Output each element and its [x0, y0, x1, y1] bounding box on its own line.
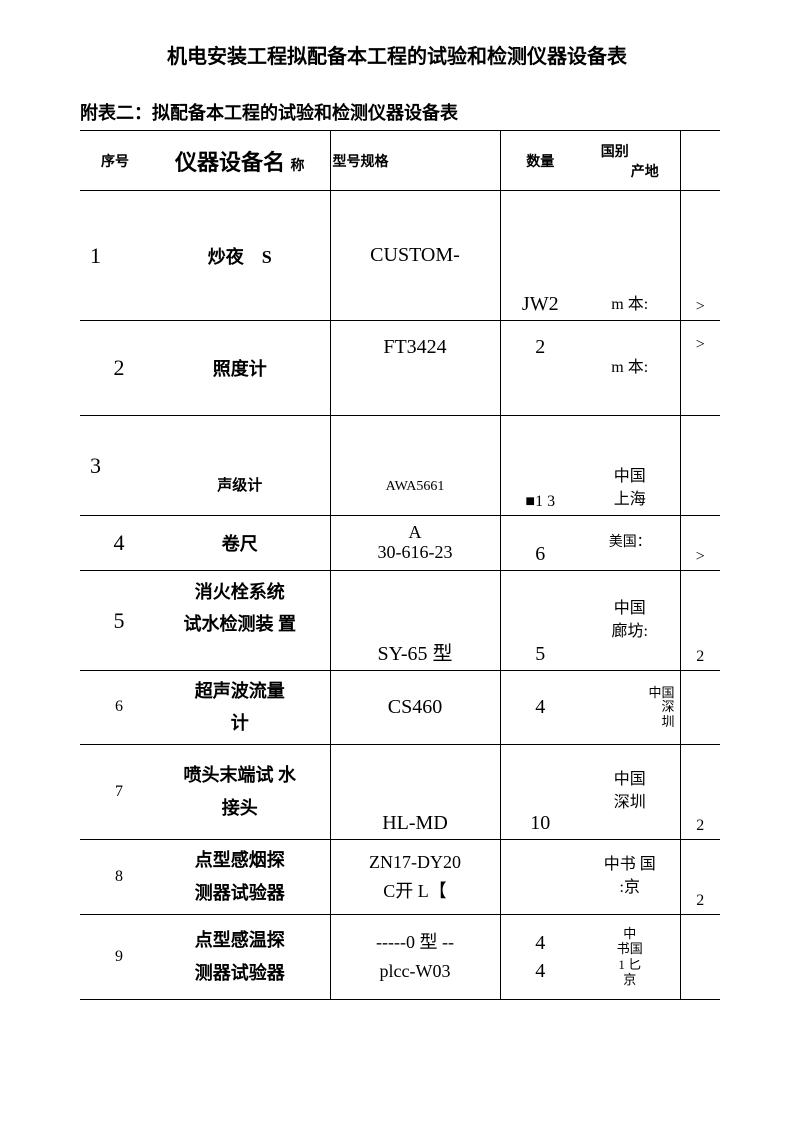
- cell-mark: [680, 416, 720, 516]
- table-row: 7 喷头末端试 水 接头 HL-MD 10 中国 深圳 2: [80, 744, 720, 839]
- cell-name: 超声波流量 计: [150, 671, 330, 745]
- cell-qty: 6: [500, 516, 580, 571]
- cell-model: HL-MD: [330, 744, 500, 839]
- table-row: 5 消火栓系统 试水检测装 置 SY-65 型 5 中国 廊坊: 2: [80, 571, 720, 671]
- cell-idx: 9: [80, 914, 150, 999]
- cell-origin: m 本:: [580, 191, 680, 321]
- cell-name: 卷尺: [150, 516, 330, 571]
- table-row: 8 点型感烟探 测器试验器 ZN17-DY20 C开 L【 中书 国 :京 2: [80, 839, 720, 914]
- cell-idx: 7: [80, 744, 150, 839]
- header-model: 型号规格: [330, 131, 500, 191]
- cell-qty: 5: [500, 571, 580, 671]
- cell-name: 点型感温探 测器试验器: [150, 914, 330, 999]
- cell-model: AWA5661: [330, 416, 500, 516]
- table-header-row: 序号 仪器设备名 称 型号规格 数量 国别 产地: [80, 131, 720, 191]
- cell-qty: 4 4: [500, 914, 580, 999]
- cell-qty: JW2: [500, 191, 580, 321]
- header-origin-line2: 产地: [601, 161, 659, 181]
- cell-qty: 4: [500, 671, 580, 745]
- cell-mark: 2: [680, 744, 720, 839]
- cell-model: FT3424: [330, 321, 500, 416]
- equipment-table: 序号 仪器设备名 称 型号规格 数量 国别 产地 1 炒夜 S CUSTOM- …: [80, 130, 720, 1000]
- table-row: 6 超声波流量 计 CS460 4 中国 深 圳: [80, 671, 720, 745]
- cell-idx: 3: [80, 416, 150, 516]
- cell-idx: 8: [80, 839, 150, 914]
- header-name: 仪器设备名 称: [150, 131, 330, 191]
- table-row: 1 炒夜 S CUSTOM- JW2 m 本: >: [80, 191, 720, 321]
- header-origin-line1: 国别: [601, 141, 659, 161]
- header-idx: 序号: [80, 131, 150, 191]
- table-row: 2 照度计 FT3424 2 m 本: >: [80, 321, 720, 416]
- cell-mark: 2: [680, 571, 720, 671]
- cell-idx: 2: [80, 321, 150, 416]
- cell-idx: 5: [80, 571, 150, 671]
- cell-origin: 中 书国 1 匕 京: [580, 914, 680, 999]
- cell-origin: 中书 国 :京: [580, 839, 680, 914]
- cell-name: 消火栓系统 试水检测装 置: [150, 571, 330, 671]
- cell-qty: 2: [500, 321, 580, 416]
- cell-model: CUSTOM-: [330, 191, 500, 321]
- cell-origin: 美国：: [580, 516, 680, 571]
- header-name-main: 仪器设备名: [175, 150, 285, 175]
- table-row: 9 点型感温探 测器试验器 -----0 型 -- plcc-W03 4 4 中…: [80, 914, 720, 999]
- cell-mark: >: [680, 321, 720, 416]
- cell-mark: >: [680, 516, 720, 571]
- cell-model: A 30-616-23: [330, 516, 500, 571]
- cell-name: 照度计: [150, 321, 330, 416]
- cell-idx: 1: [80, 191, 150, 321]
- cell-name: 炒夜 S: [150, 191, 330, 321]
- page-title: 机电安装工程拟配备本工程的试验和检测仪器设备表: [20, 40, 774, 69]
- cell-mark: [680, 914, 720, 999]
- table-row: 3 声级计 AWA5661 ■1 3 中国 上海: [80, 416, 720, 516]
- cell-origin: 中国 廊坊:: [580, 571, 680, 671]
- cell-model: CS460: [330, 671, 500, 745]
- cell-idx: 4: [80, 516, 150, 571]
- cell-qty: 10: [500, 744, 580, 839]
- cell-origin: 中国 深 圳: [580, 671, 680, 745]
- header-origin: 国别 产地: [580, 131, 680, 191]
- cell-qty: [500, 839, 580, 914]
- cell-name: 喷头末端试 水 接头: [150, 744, 330, 839]
- cell-name: 点型感烟探 测器试验器: [150, 839, 330, 914]
- cell-model: SY-65 型: [330, 571, 500, 671]
- cell-origin: 中国 上海: [580, 416, 680, 516]
- header-qty: 数量: [500, 131, 580, 191]
- table-row: 4 卷尺 A 30-616-23 6 美国： >: [80, 516, 720, 571]
- subtitle: 附表二：拟配备本工程的试验和检测仪器设备表: [80, 99, 774, 125]
- cell-mark: >: [680, 191, 720, 321]
- cell-mark: [680, 671, 720, 745]
- cell-model: -----0 型 -- plcc-W03: [330, 914, 500, 999]
- header-name-suffix: 称: [291, 159, 305, 174]
- cell-idx: 6: [80, 671, 150, 745]
- cell-origin: m 本:: [580, 321, 680, 416]
- cell-qty: ■1 3: [500, 416, 580, 516]
- cell-name: 声级计: [150, 416, 330, 516]
- equipment-table-wrap: 序号 仪器设备名 称 型号规格 数量 国别 产地 1 炒夜 S CUSTOM- …: [80, 130, 714, 1000]
- cell-origin: 中国 深圳: [580, 744, 680, 839]
- cell-model: ZN17-DY20 C开 L【: [330, 839, 500, 914]
- cell-mark: 2: [680, 839, 720, 914]
- header-mark: [680, 131, 720, 191]
